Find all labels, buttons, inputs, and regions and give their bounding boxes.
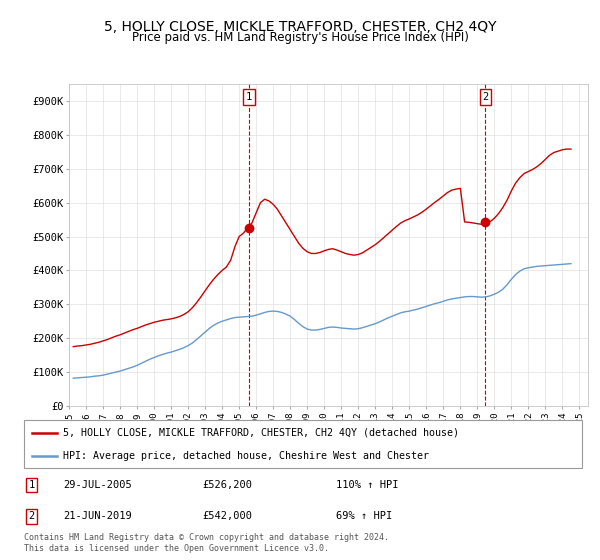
Text: Contains HM Land Registry data © Crown copyright and database right 2024.
This d: Contains HM Land Registry data © Crown c… bbox=[24, 533, 389, 553]
Text: 29-JUL-2005: 29-JUL-2005 bbox=[63, 480, 132, 490]
Text: £542,000: £542,000 bbox=[203, 511, 253, 521]
Text: Price paid vs. HM Land Registry's House Price Index (HPI): Price paid vs. HM Land Registry's House … bbox=[131, 31, 469, 44]
Text: 2: 2 bbox=[29, 511, 35, 521]
Text: £526,200: £526,200 bbox=[203, 480, 253, 490]
Text: 1: 1 bbox=[246, 92, 252, 102]
FancyBboxPatch shape bbox=[24, 420, 582, 468]
Text: HPI: Average price, detached house, Cheshire West and Chester: HPI: Average price, detached house, Ches… bbox=[63, 451, 429, 461]
Text: 1: 1 bbox=[29, 480, 35, 490]
Text: 110% ↑ HPI: 110% ↑ HPI bbox=[337, 480, 399, 490]
Text: 2: 2 bbox=[482, 92, 488, 102]
Text: 5, HOLLY CLOSE, MICKLE TRAFFORD, CHESTER, CH2 4QY (detached house): 5, HOLLY CLOSE, MICKLE TRAFFORD, CHESTER… bbox=[63, 428, 459, 438]
Text: 21-JUN-2019: 21-JUN-2019 bbox=[63, 511, 132, 521]
Text: 69% ↑ HPI: 69% ↑ HPI bbox=[337, 511, 393, 521]
Text: 5, HOLLY CLOSE, MICKLE TRAFFORD, CHESTER, CH2 4QY: 5, HOLLY CLOSE, MICKLE TRAFFORD, CHESTER… bbox=[104, 20, 496, 34]
